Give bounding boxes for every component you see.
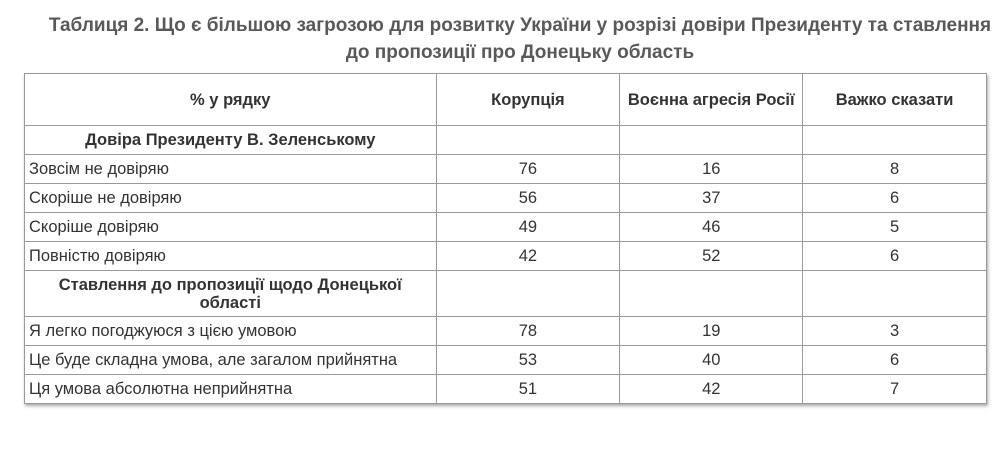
cell-hard-to-say: 6	[802, 345, 987, 375]
table-row: Ця умова абсолютна неприйнятна 51 42 7	[24, 374, 987, 404]
header-row: % у рядку Корупція Воєнна агресія Росії …	[24, 73, 987, 126]
cell-aggression: 16	[619, 154, 804, 184]
cell-corruption: 53	[435, 345, 621, 375]
cell-corruption: 76	[435, 154, 621, 184]
cell-aggression: 42	[619, 374, 804, 404]
cell-hard-to-say: 8	[802, 154, 987, 184]
row-label: Це буде складна умова, але загалом прийн…	[24, 345, 437, 375]
empty-cell	[802, 125, 987, 155]
cell-hard-to-say: 6	[802, 183, 987, 213]
cell-corruption: 51	[435, 374, 621, 404]
row-label: Повністю довіряю	[24, 241, 437, 271]
table-row: Це буде складна умова, але загалом прийн…	[24, 345, 987, 375]
cell-aggression: 19	[619, 316, 804, 346]
section-header-row: Довіра Президенту В. Зеленському	[24, 125, 987, 155]
table-row: Скоріше довіряю 49 46 5	[24, 212, 987, 242]
row-label: Скоріше довіряю	[24, 212, 437, 242]
empty-cell	[619, 270, 804, 317]
header-corruption: Корупція	[435, 73, 621, 126]
cell-corruption: 56	[435, 183, 621, 213]
empty-cell	[435, 270, 621, 317]
section-title-trust: Довіра Президенту В. Зеленському	[24, 125, 437, 155]
table-row: Повністю довіряю 42 52 6	[24, 241, 987, 271]
cell-aggression: 52	[619, 241, 804, 271]
cell-aggression: 40	[619, 345, 804, 375]
cell-hard-to-say: 7	[802, 374, 987, 404]
data-table: % у рядку Корупція Воєнна агресія Росії …	[24, 73, 987, 404]
header-hard-to-say: Важко сказати	[802, 73, 987, 126]
empty-cell	[435, 125, 621, 155]
row-label: Скоріше не довіряю	[24, 183, 437, 213]
section-header-row: Ставлення до пропозиції щодо Донецької о…	[24, 270, 987, 317]
table-title: Таблиця 2. Що є більшою загрозою для роз…	[48, 15, 992, 63]
row-label: Зовсім не довіряю	[24, 154, 437, 184]
table-row: Зовсім не довіряю 76 16 8	[24, 154, 987, 184]
cell-corruption: 42	[435, 241, 621, 271]
cell-aggression: 37	[619, 183, 804, 213]
table-row: Скоріше не довіряю 56 37 6	[24, 183, 987, 213]
cell-corruption: 78	[435, 316, 621, 346]
empty-cell	[802, 270, 987, 317]
section-title-donetsk: Ставлення до пропозиції щодо Донецької о…	[24, 270, 437, 317]
cell-hard-to-say: 3	[802, 316, 987, 346]
header-military-aggression: Воєнна агресія Росії	[619, 73, 804, 126]
cell-aggression: 46	[619, 212, 804, 242]
cell-corruption: 49	[435, 212, 621, 242]
row-label: Ця умова абсолютна неприйнятна	[24, 374, 437, 404]
row-label: Я легко погоджуюся з цією умовою	[24, 316, 437, 346]
cell-hard-to-say: 6	[802, 241, 987, 271]
table-row: Я легко погоджуюся з цією умовою 78 19 3	[24, 316, 987, 346]
cell-hard-to-say: 5	[802, 212, 987, 242]
empty-cell	[619, 125, 804, 155]
header-row-share: % у рядку	[24, 73, 437, 126]
